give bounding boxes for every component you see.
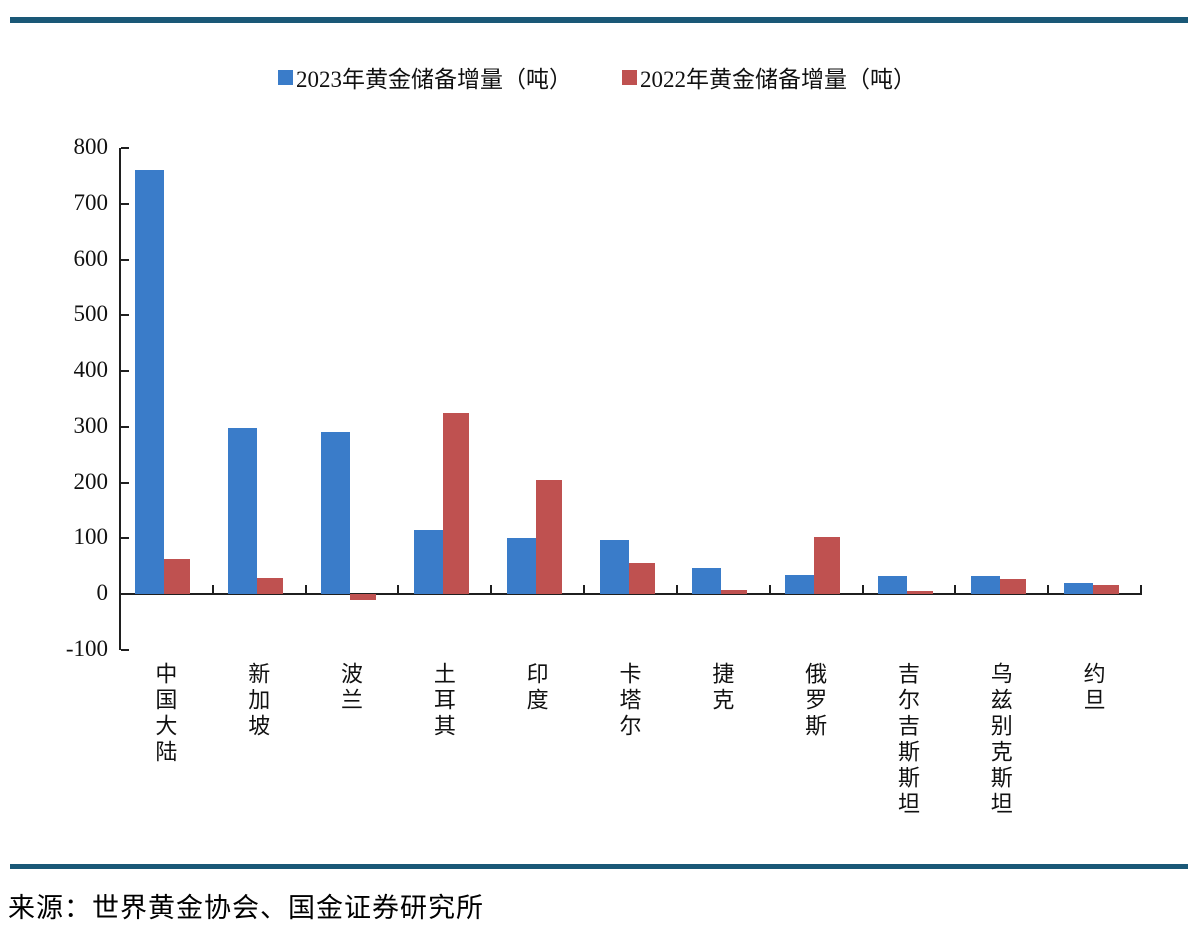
x-axis-tick — [304, 585, 307, 594]
bar-s1-c0 — [164, 559, 191, 594]
x-category-label: 土耳其 — [430, 662, 456, 740]
x-axis-tick — [768, 585, 771, 594]
x-category-label: 中国大陆 — [152, 662, 178, 766]
bar-s1-c1 — [257, 578, 284, 594]
x-axis-tick — [397, 585, 400, 594]
y-axis-tick — [121, 370, 129, 372]
y-axis-tick — [121, 648, 129, 651]
y-axis-tick — [121, 481, 129, 484]
source-note: 来源：世界黄金协会、国金证券研究所 — [8, 893, 484, 923]
bar-s0-c2 — [321, 432, 351, 594]
legend-swatch-2023-icon — [278, 69, 293, 85]
bar-s1-c4 — [535, 479, 562, 594]
x-category-label: 吉尔吉斯斯坦 — [894, 662, 920, 818]
bar-s1-c5 — [628, 562, 655, 594]
y-tick-label: 100 — [73, 524, 109, 550]
y-axis-tick — [121, 202, 129, 205]
x-category-label: 约旦 — [1080, 662, 1106, 714]
bar-s1-c2 — [350, 594, 377, 600]
bar-s0-c1 — [228, 427, 258, 594]
x-axis-line — [119, 593, 1142, 595]
x-category-label: 新加坡 — [245, 662, 271, 740]
bar-s1-c7 — [814, 537, 841, 594]
x-category-label: 乌兹别克斯坦 — [987, 662, 1013, 818]
x-axis-tick — [211, 585, 214, 594]
y-tick-label: 800 — [73, 134, 109, 159]
bar-s0-c4 — [506, 538, 536, 594]
y-tick-label: 500 — [73, 301, 109, 327]
bar-s0-c8 — [877, 576, 907, 594]
y-tick-label: -100 — [65, 635, 108, 661]
y-tick-label: 300 — [73, 412, 109, 438]
bar-s1-c6 — [721, 590, 748, 594]
y-axis-line — [119, 148, 121, 650]
y-axis-tick — [121, 147, 129, 149]
bar-s0-c9 — [970, 575, 1000, 594]
y-tick-label: 400 — [73, 357, 109, 382]
bar-s0-c5 — [599, 539, 629, 594]
x-category-label: 捷克 — [709, 662, 735, 714]
x-category-label: 俄罗斯 — [802, 662, 828, 740]
y-tick-label: 600 — [73, 245, 109, 271]
x-category-label: 波兰 — [338, 662, 364, 714]
y-tick-label: 0 — [96, 580, 109, 605]
y-axis-tick — [121, 537, 129, 540]
y-axis-tick — [121, 425, 129, 428]
x-axis-tick — [675, 585, 678, 594]
x-category-label: 印度 — [523, 662, 549, 714]
x-axis-tick — [861, 585, 864, 594]
bar-s0-c10 — [1063, 582, 1093, 594]
bar-s1-c8 — [906, 591, 933, 594]
bar-s1-c3 — [442, 412, 469, 594]
x-category-label: 卡塔尔 — [616, 662, 642, 740]
bar-s0-c3 — [413, 529, 443, 594]
legend-item-2023: 2023年黄金储备增量（吨） — [278, 60, 572, 94]
legend-label-2022: 2022年黄金储备增量（吨） — [640, 67, 916, 92]
bottom-divider — [10, 864, 1188, 869]
legend-item-2022: 2022年黄金储备增量（吨） — [622, 60, 916, 94]
y-axis-tick — [121, 258, 129, 261]
x-axis-tick — [490, 585, 493, 594]
y-axis-tick — [121, 314, 129, 317]
y-tick-label: 200 — [73, 468, 109, 494]
bar-s0-c6 — [692, 567, 722, 594]
bar-s0-c7 — [785, 575, 815, 594]
bar-s0-c0 — [135, 170, 165, 594]
x-axis-tick — [954, 585, 957, 594]
y-tick-label: 700 — [73, 189, 109, 215]
x-axis-tick — [1047, 585, 1050, 594]
x-axis-tick — [1140, 585, 1142, 594]
x-axis-tick — [583, 585, 586, 594]
legend-swatch-2022-icon — [622, 69, 637, 85]
top-divider — [10, 17, 1188, 23]
legend-label-2023: 2023年黄金储备增量（吨） — [296, 67, 572, 92]
bar-s1-c9 — [999, 578, 1026, 594]
y-axis-tick — [121, 593, 129, 595]
bar-s1-c10 — [1092, 585, 1119, 594]
chart-legend: 2023年黄金储备增量（吨） 2022年黄金储备增量（吨） — [0, 60, 1194, 94]
